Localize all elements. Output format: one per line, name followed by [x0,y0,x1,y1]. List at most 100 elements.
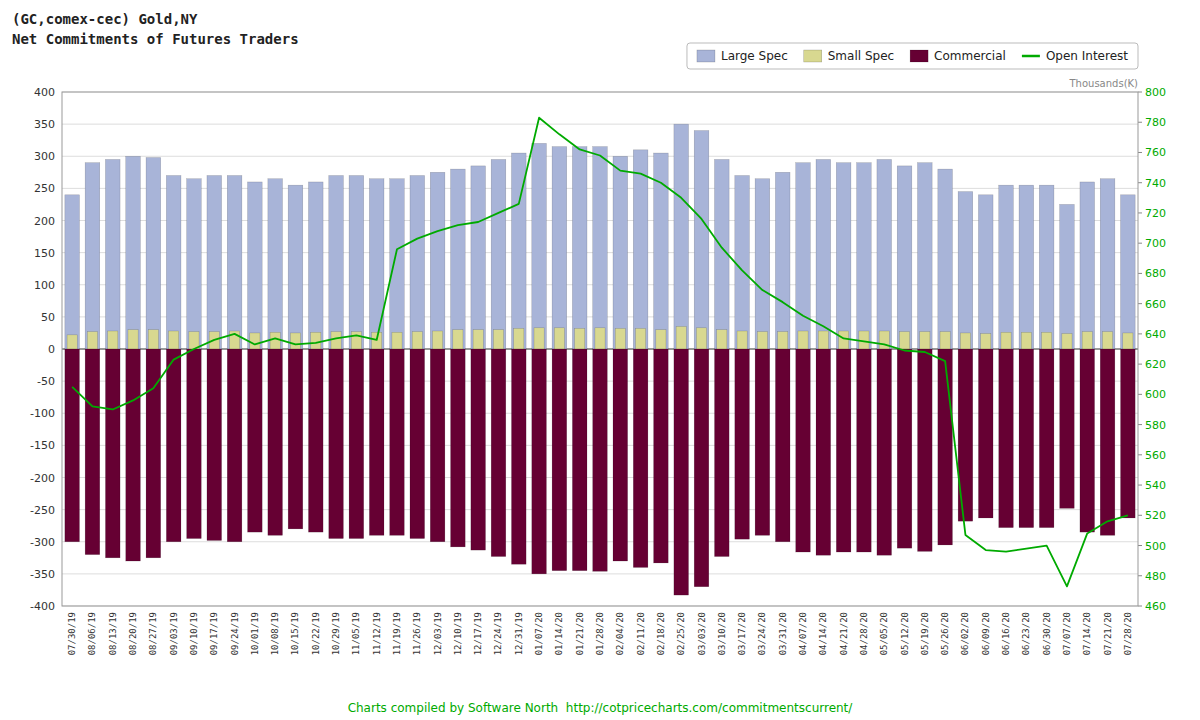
bar [958,192,973,349]
bar [1019,185,1034,349]
y2-tick [1138,243,1142,244]
bar [311,332,321,349]
bar [613,349,628,561]
bar [938,169,953,349]
bar [207,349,222,540]
bar [65,349,80,542]
legend-swatch [697,50,715,62]
bar [511,349,526,564]
bar [572,349,587,571]
bar [126,349,141,561]
x-tick-label: 12/10/19 [453,612,463,655]
bar [430,172,445,349]
bar [270,332,280,349]
bar [351,332,361,349]
bar [1082,332,1092,349]
bar [552,349,567,571]
bar [636,328,646,349]
chart: (GC,comex-cec) Gold,NYNet Commitments of… [0,0,1200,720]
subtitle: Net Commitments of Futures Traders [12,31,299,47]
bar [940,332,950,349]
bar [189,332,199,349]
bar [369,179,384,349]
bar [981,334,991,349]
y2-tick-label: 580 [1145,419,1166,432]
x-tick-label: 10/29/19 [331,612,341,655]
bar [1121,195,1136,349]
bar [87,332,97,349]
y2-tick-label: 460 [1145,600,1166,613]
bar [1123,333,1133,349]
x-tick-label: 08/20/19 [128,612,138,655]
bar [1121,349,1136,518]
bar [595,328,605,349]
y2-tick [1138,182,1142,183]
bar [999,185,1014,349]
x-tick-label: 04/07/20 [798,612,808,655]
annotation: Thousands(K) [1069,78,1139,89]
x-tick-label: 07/28/20 [1123,612,1133,655]
bar [978,195,993,349]
bar [839,331,849,349]
x-tick-label: 02/11/20 [636,612,646,655]
bar-series [65,124,1135,349]
bar [654,349,669,563]
bar [108,331,118,349]
y-tick-label: 100 [34,279,55,292]
y2-tick [1138,92,1142,93]
legend: Large SpecSmall SpecCommercialOpen Inter… [687,43,1138,69]
bar [1100,349,1115,535]
bar [676,327,686,349]
y2-tick-label: 800 [1145,86,1166,99]
bar [493,330,503,349]
bar [735,176,750,349]
bar [331,332,341,349]
y2-tick [1138,364,1142,365]
x-tick-label: 09/10/19 [189,612,199,655]
y2-tick [1138,454,1142,455]
plot-frame [62,92,1138,606]
y2-tick [1138,485,1142,486]
y-tick-label: 250 [34,182,55,195]
x-tick-label: 06/30/20 [1042,612,1052,655]
bar [899,332,909,349]
x-tick-label: 03/17/20 [737,612,747,655]
bar [126,156,141,349]
bar [268,179,283,349]
y2-tick-label: 620 [1145,358,1166,371]
y2-tick [1138,122,1142,123]
bar [960,333,970,349]
bar [451,169,466,349]
x-tick-label: 03/03/20 [697,612,707,655]
bar [390,179,405,349]
grid [62,92,1138,606]
y-tick-label: 200 [34,215,55,228]
bar [491,159,506,349]
bar [349,176,364,349]
bar [166,176,181,349]
x-tick-label: 01/21/20 [575,612,585,655]
bar [187,179,202,349]
bar [674,349,689,595]
bar [369,349,384,535]
y-tick-label: -100 [30,407,55,420]
bar [694,349,709,587]
x-tick-label: 03/10/20 [717,612,727,655]
x-tick-label: 12/31/19 [514,612,524,655]
bar [288,185,303,349]
bar [85,163,100,349]
y2-tick-label: 600 [1145,388,1166,401]
bar [85,349,100,555]
x-tick-label: 01/07/20 [534,612,544,655]
bar [575,328,585,349]
x-tick-label: 11/26/19 [412,612,422,655]
bar [1062,334,1072,349]
bar [349,349,364,539]
bar [410,349,425,539]
bar [593,349,608,571]
bar [1100,179,1115,349]
bar [1019,349,1034,528]
bar [696,328,706,349]
bar [633,150,648,349]
y2-tick [1138,575,1142,576]
